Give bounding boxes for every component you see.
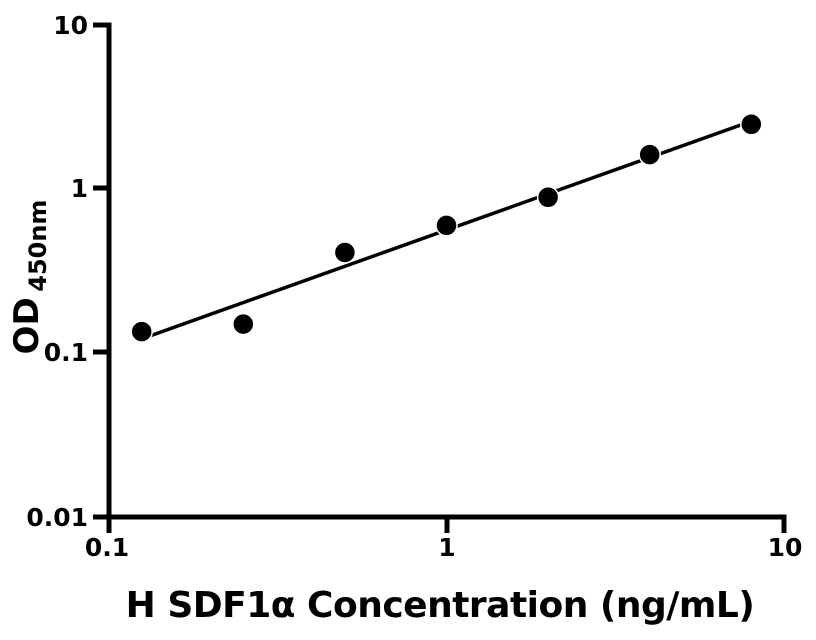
y-tick-label-1: 1 [71,174,88,203]
data-point [536,186,560,209]
x-axis-title: H SDF1α Concentration (ng/mL) [126,585,755,626]
data-point [130,320,153,343]
data-point [333,241,357,264]
y-tick-labels: 10 1 0.1 0.01 [26,11,88,532]
y-tick-label-0-1: 0.1 [44,338,88,367]
x-tick-labels: 0.1 1 10 [85,533,803,562]
y-axis-title-subscript: 450nm [24,200,52,292]
tick-marks [93,22,787,533]
y-axis-title: OD 450nm [7,200,52,355]
axes [93,22,787,533]
y-tick-label-10: 10 [53,11,88,40]
plot-series [130,113,763,343]
y-tick-label-0-01: 0.01 [26,503,88,532]
x-tick-label-10: 10 [768,533,803,562]
data-point [740,113,763,136]
data-point [435,214,458,237]
x-tick-label-1: 1 [438,533,455,562]
x-tick-label-0-1: 0.1 [85,533,129,562]
data-point [638,143,661,166]
data-point [232,312,255,336]
y-axis-title-main: OD [7,297,47,354]
